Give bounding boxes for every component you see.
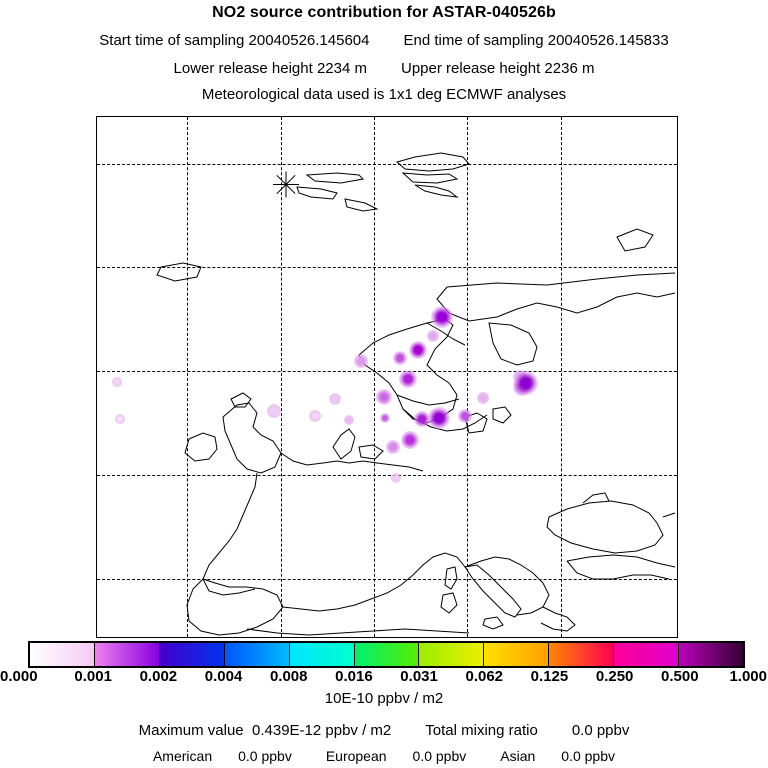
gridline-lon-3: [374, 117, 375, 637]
colorbar[interactable]: [28, 641, 745, 668]
colorbar-tick-5: 0.016: [335, 668, 373, 685]
colorbar-gradient: [28, 641, 745, 668]
start-time-value: 20040526.145604: [248, 32, 370, 49]
colorbar-segment-4: [289, 643, 355, 666]
max-value: 0.439E-12 ppbv / m2: [252, 722, 392, 739]
colorbar-tick-1: 0.001: [74, 668, 112, 685]
total-mixing-ratio-label: Total mixing ratio: [425, 722, 538, 739]
colorbar-unit-label: 10E-10 ppbv / m2: [324, 690, 444, 707]
colorbar-segment-7: [484, 643, 550, 666]
gridline-lat-3: [97, 371, 677, 372]
american-label: American: [152, 748, 213, 764]
total-mixing-ratio-value: 0.0 ppbv: [571, 722, 630, 739]
colorbar-tick-9: 0.250: [595, 668, 634, 685]
end-time-label: End time of sampling: [403, 32, 544, 49]
american-value: 0.0 ppbv: [238, 748, 292, 764]
colorbar-segment-0: [30, 643, 95, 666]
gridline-lon-1: [187, 117, 188, 637]
colorbar-tick-6: 0.031: [400, 668, 438, 685]
stats-primary-row: Maximum value 0.439E-12 ppbv / m2 Total m…: [0, 722, 768, 739]
colorbar-segment-10: [679, 643, 743, 666]
colorbar-tick-2: 0.002: [139, 668, 178, 685]
colorbar-segment-8: [549, 643, 615, 666]
colorbar-segment-9: [614, 643, 680, 666]
coastline-layer: [156, 152, 676, 636]
european-label: European: [325, 748, 387, 764]
colorbar-segment-2: [159, 643, 225, 666]
colorbar-tick-3: 0.004: [204, 668, 243, 685]
european-value: 0.0 ppbv: [412, 748, 467, 764]
page-title: NO2 source contribution for ASTAR-040526…: [212, 4, 556, 21]
colorbar-segment-3: [224, 643, 290, 666]
map-plot-area[interactable]: [96, 116, 678, 638]
colorbar-tick-7: 0.062: [465, 668, 504, 685]
colorbar-segment-6: [419, 643, 485, 666]
colorbar-segment-5: [354, 643, 420, 666]
colorbar-segment-1: [94, 643, 160, 666]
gridline-lon-5: [561, 117, 562, 637]
asian-label: Asian: [500, 748, 536, 764]
start-time-label: Start time of sampling: [99, 32, 245, 49]
colorbar-tick-labels: 0.000 0.001 0.002 0.004 0.008 0.016 0.031 0.062…: [0, 668, 768, 688]
colorbar-tick-0: 0.000: [0, 668, 38, 685]
gridline-lat-5: [97, 579, 677, 580]
asian-value: 0.0 ppbv: [561, 748, 616, 764]
gridline-lon-2: [281, 117, 282, 637]
gridline-lat-2: [97, 267, 677, 268]
meteorology-line: Meteorological data used is 1x1 deg ECMW…: [201, 86, 567, 103]
release-height-line: Lower release height 2234 m Upper release…: [0, 60, 768, 77]
gridline-lat-1: [97, 164, 677, 165]
colorbar-tick-10: 0.500: [661, 668, 699, 685]
release-site-marker: [273, 171, 300, 198]
stats-regional-row: American 0.0 ppbv European 0.0 ppbv Asian 0.0…: [0, 748, 768, 764]
lower-release-height: Lower release height 2234 m: [173, 60, 367, 77]
gridline-lon-4: [467, 117, 468, 637]
colorbar-tick-11: 1.000: [729, 668, 767, 685]
end-time-value: 20040526.145833: [547, 32, 669, 49]
colorbar-tick-4: 0.008: [269, 668, 308, 685]
gridline-lat-4: [97, 475, 677, 476]
upper-release-height: Upper release height 2236 m: [401, 60, 595, 77]
max-value-label: Maximum value: [138, 722, 244, 739]
colorbar-tick-8: 0.125: [530, 668, 569, 685]
sampling-time-line: Start time of sampling 20040526.145604 En…: [0, 32, 768, 49]
